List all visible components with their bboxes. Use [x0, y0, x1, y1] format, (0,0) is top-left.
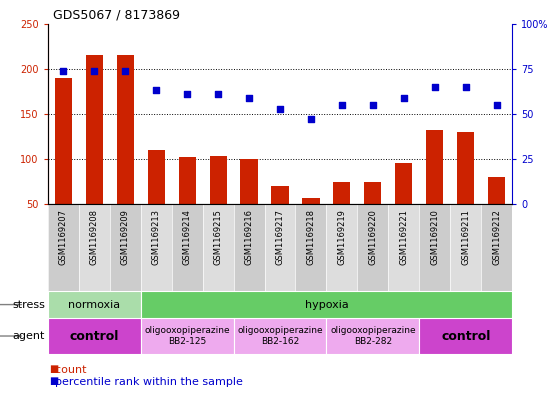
- Bar: [110, 204, 141, 291]
- Text: agent: agent: [12, 331, 45, 341]
- Bar: [450, 204, 482, 291]
- Bar: [389, 204, 419, 291]
- Bar: [171, 204, 203, 291]
- Bar: [203, 204, 234, 291]
- Point: [120, 68, 129, 74]
- Point: [492, 102, 501, 108]
- Bar: [179, 157, 195, 204]
- Bar: [141, 291, 512, 318]
- Point: [399, 95, 408, 101]
- Bar: [234, 204, 264, 291]
- Bar: [458, 132, 474, 204]
- Bar: [357, 204, 389, 291]
- Bar: [240, 159, 258, 204]
- Text: GDS5067 / 8173869: GDS5067 / 8173869: [53, 9, 180, 22]
- Text: GSM1169212: GSM1169212: [492, 209, 501, 264]
- Bar: [54, 78, 72, 204]
- Bar: [234, 318, 326, 354]
- Bar: [141, 204, 171, 291]
- Bar: [48, 204, 78, 291]
- Point: [245, 95, 254, 101]
- Bar: [272, 186, 288, 204]
- Bar: [333, 182, 351, 204]
- Text: GSM1169207: GSM1169207: [59, 209, 68, 264]
- Text: percentile rank within the sample: percentile rank within the sample: [48, 377, 242, 387]
- Bar: [302, 198, 320, 204]
- Point: [152, 87, 161, 94]
- Point: [368, 102, 377, 108]
- Bar: [86, 55, 102, 204]
- Bar: [326, 318, 419, 354]
- Text: stress: stress: [12, 299, 45, 310]
- Bar: [48, 318, 141, 354]
- Text: oligooxopiperazine
BB2-162: oligooxopiperazine BB2-162: [237, 326, 323, 346]
- Text: GSM1169210: GSM1169210: [431, 209, 440, 264]
- Bar: [326, 204, 357, 291]
- Bar: [419, 204, 450, 291]
- Point: [431, 84, 440, 90]
- Point: [306, 116, 315, 123]
- Text: ■: ■: [49, 364, 59, 374]
- Point: [461, 84, 470, 90]
- Text: normoxia: normoxia: [68, 299, 120, 310]
- Point: [90, 68, 99, 74]
- Bar: [147, 150, 165, 204]
- Point: [338, 102, 347, 108]
- Bar: [482, 204, 512, 291]
- Point: [213, 91, 222, 97]
- Bar: [78, 204, 110, 291]
- Bar: [141, 318, 234, 354]
- Bar: [365, 182, 381, 204]
- Point: [183, 91, 192, 97]
- Bar: [395, 163, 413, 204]
- Text: GSM1169211: GSM1169211: [461, 209, 470, 264]
- Bar: [264, 204, 296, 291]
- Text: hypoxia: hypoxia: [305, 299, 348, 310]
- Point: [59, 68, 68, 74]
- Text: GSM1169218: GSM1169218: [306, 209, 315, 264]
- Bar: [48, 291, 141, 318]
- Bar: [426, 130, 444, 204]
- Text: GSM1169215: GSM1169215: [213, 209, 222, 264]
- Text: GSM1169217: GSM1169217: [276, 209, 284, 264]
- Text: GSM1169213: GSM1169213: [152, 209, 161, 264]
- Text: GSM1169208: GSM1169208: [90, 209, 99, 264]
- Bar: [209, 156, 227, 204]
- Text: GSM1169220: GSM1169220: [368, 209, 377, 264]
- Text: oligooxopiperazine
BB2-282: oligooxopiperazine BB2-282: [330, 326, 416, 346]
- Bar: [419, 318, 512, 354]
- Text: control: control: [441, 329, 491, 343]
- Text: GSM1169216: GSM1169216: [245, 209, 254, 264]
- Point: [276, 105, 284, 112]
- Text: oligooxopiperazine
BB2-125: oligooxopiperazine BB2-125: [144, 326, 230, 346]
- Bar: [116, 55, 134, 204]
- Bar: [296, 204, 326, 291]
- Text: GSM1169209: GSM1169209: [120, 209, 129, 264]
- Bar: [488, 177, 506, 204]
- Text: GSM1169214: GSM1169214: [183, 209, 192, 264]
- Text: GSM1169219: GSM1169219: [338, 209, 347, 264]
- Text: GSM1169221: GSM1169221: [399, 209, 408, 264]
- Text: control: control: [69, 329, 119, 343]
- Text: count: count: [48, 365, 86, 375]
- Text: ■: ■: [49, 376, 59, 386]
